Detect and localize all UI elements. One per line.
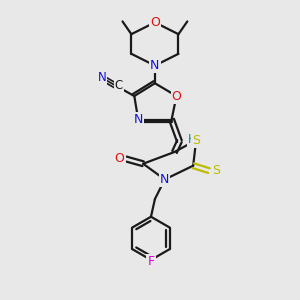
Text: H: H	[188, 133, 197, 146]
Text: C: C	[115, 79, 123, 92]
Text: N: N	[160, 173, 169, 186]
Text: S: S	[212, 164, 220, 177]
Text: O: O	[172, 89, 182, 103]
Text: F: F	[147, 255, 155, 268]
Text: O: O	[115, 152, 124, 165]
Text: O: O	[150, 16, 160, 29]
Text: N: N	[134, 113, 143, 126]
Text: N: N	[98, 71, 106, 84]
Text: S: S	[192, 134, 200, 147]
Text: N: N	[150, 59, 160, 72]
